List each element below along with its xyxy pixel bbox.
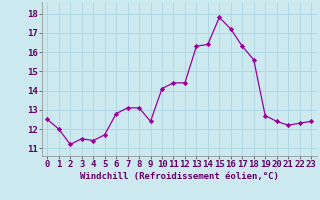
X-axis label: Windchill (Refroidissement éolien,°C): Windchill (Refroidissement éolien,°C) [80,172,279,181]
